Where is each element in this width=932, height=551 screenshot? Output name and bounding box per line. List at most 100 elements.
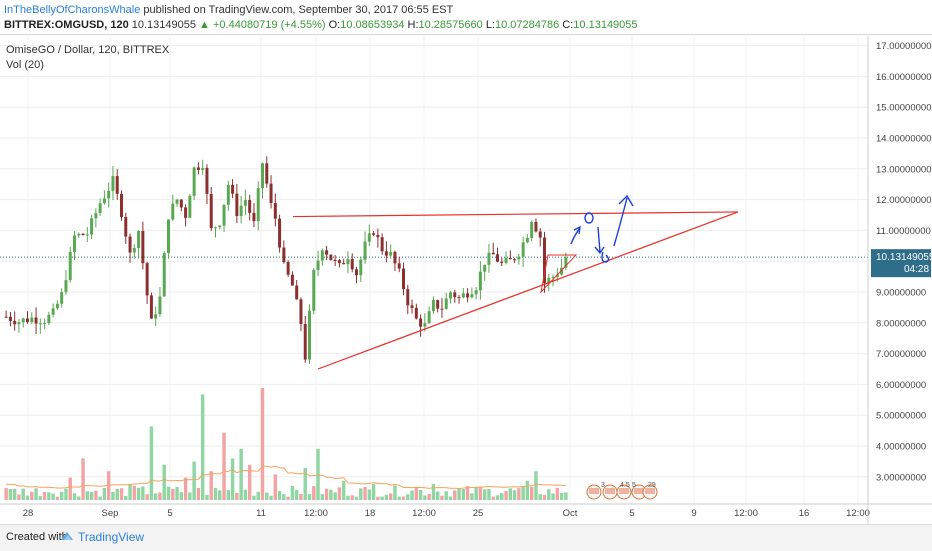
candle-body (21, 318, 25, 323)
candle-body (504, 257, 508, 263)
last-price: 10.13149055 (131, 19, 196, 31)
volume-bar (179, 492, 184, 500)
event-count-label: 29 (648, 482, 656, 489)
volume-bar (64, 488, 68, 500)
volume-bar (329, 489, 333, 500)
volume-bar (77, 496, 81, 500)
volume-bar (166, 486, 171, 500)
volume-bar (376, 496, 380, 500)
candle-body (530, 221, 534, 238)
time-tick-label: 11 (256, 508, 266, 519)
volume-bar (538, 494, 542, 500)
volume-bar (307, 494, 312, 500)
volume-bar (85, 491, 90, 500)
volume-bar (521, 485, 525, 500)
footer: Created with TradingView (0, 524, 932, 551)
volume-bar (461, 489, 466, 500)
volume-bar (247, 464, 252, 500)
candle-body (60, 292, 64, 304)
candle-body (372, 233, 376, 235)
volume-bar (341, 480, 346, 500)
candle-body (226, 184, 230, 205)
candle-body (282, 247, 286, 263)
candle-body (286, 262, 290, 275)
published-text: published on TradingView.com, September … (140, 4, 454, 16)
volume-bar (205, 494, 209, 500)
volume-bar (235, 492, 239, 500)
last-price-tag-value: 10.13149055 (876, 252, 932, 263)
volume-bar (423, 495, 427, 500)
volume-bar (384, 494, 389, 500)
candle-body (175, 199, 179, 204)
candle-body (457, 297, 461, 299)
tradingview-brand[interactable]: TradingView (78, 530, 145, 544)
candle-body (427, 311, 431, 324)
candle-body (243, 200, 247, 206)
event-count-label: 3 (601, 482, 605, 489)
tradingview-logo-icon[interactable] (60, 530, 74, 542)
candle-body (55, 303, 59, 309)
candle-body (209, 193, 213, 229)
volume-bar (222, 432, 226, 500)
annotation-circle (584, 212, 594, 224)
candle-body (325, 250, 329, 255)
event-markers[interactable]: 3 4.5 5 29 (586, 482, 658, 500)
volume-bar (38, 496, 43, 500)
volume-bar (132, 485, 137, 500)
volume-bar (418, 489, 423, 500)
volume-bar (316, 448, 320, 500)
volume-bar (324, 488, 329, 500)
volume-bar (414, 487, 419, 500)
candle-body (384, 251, 388, 256)
event-count-label: 5 (632, 482, 636, 489)
candles (4, 156, 568, 364)
volume-bar (162, 464, 166, 500)
volume-bar (158, 492, 162, 500)
volume-bar (333, 492, 337, 500)
candle-body (393, 251, 397, 264)
last-price-tag: 10.13149055 04:28 (871, 249, 932, 278)
volume-bar (517, 488, 521, 500)
volume-bar (320, 494, 325, 500)
low-value: 10.07284786 (495, 19, 560, 31)
candle-body (222, 204, 226, 226)
volume-bar (124, 495, 128, 500)
volume-bar (183, 477, 188, 500)
chart-title: OmiseGO / Dollar, 120, BITTREX (6, 44, 170, 56)
volume-bar (230, 458, 235, 500)
volume-bar (529, 486, 534, 500)
candle-body (167, 219, 170, 254)
candle-body (316, 260, 320, 270)
price-tick-label: 17.00000000 (876, 41, 931, 52)
candle-body (329, 254, 333, 260)
close-label: C: (562, 19, 574, 31)
symbol-label[interactable]: BITTREX:OMGUSD, 120 (4, 19, 129, 31)
price-tick-label: 7.00000000 (876, 349, 926, 360)
candle-body (355, 269, 358, 276)
volume-bar (243, 489, 248, 500)
author-link[interactable]: InTheBellyOfCharonsWhale (4, 4, 141, 16)
price-chart[interactable]: 3.00000000 4.00000000 5.00000000 6.00000000… (0, 0, 932, 524)
candle-body (337, 260, 341, 264)
candle-body (449, 292, 452, 299)
candle-body (406, 289, 410, 306)
volume-pane (4, 388, 568, 500)
candle-body (188, 195, 192, 218)
annotation-arrowhead (573, 225, 581, 235)
volume-bar (470, 493, 474, 500)
drawings[interactable] (292, 194, 739, 370)
volume-bar (346, 495, 350, 500)
volume-bar (465, 486, 470, 500)
volume-legend: Vol (20) (6, 59, 44, 71)
volume-bar (294, 489, 299, 500)
volume-bar (239, 448, 243, 500)
volume-bar (495, 495, 500, 500)
price-tick-label: 14.00000000 (876, 134, 931, 145)
price-axis[interactable]: 3.00000000 4.00000000 5.00000000 6.00000000… (876, 41, 931, 483)
candle-body (73, 235, 76, 252)
time-tick-label: 25 (473, 508, 484, 519)
time-axis[interactable]: 28 Sep 5 11 12:00 18 12:00 25 Oct 5 9 12:00 16 12:00 (23, 508, 870, 519)
candle-body (444, 298, 448, 310)
created-with-label: Created with (6, 531, 68, 543)
candle-body (47, 314, 51, 324)
